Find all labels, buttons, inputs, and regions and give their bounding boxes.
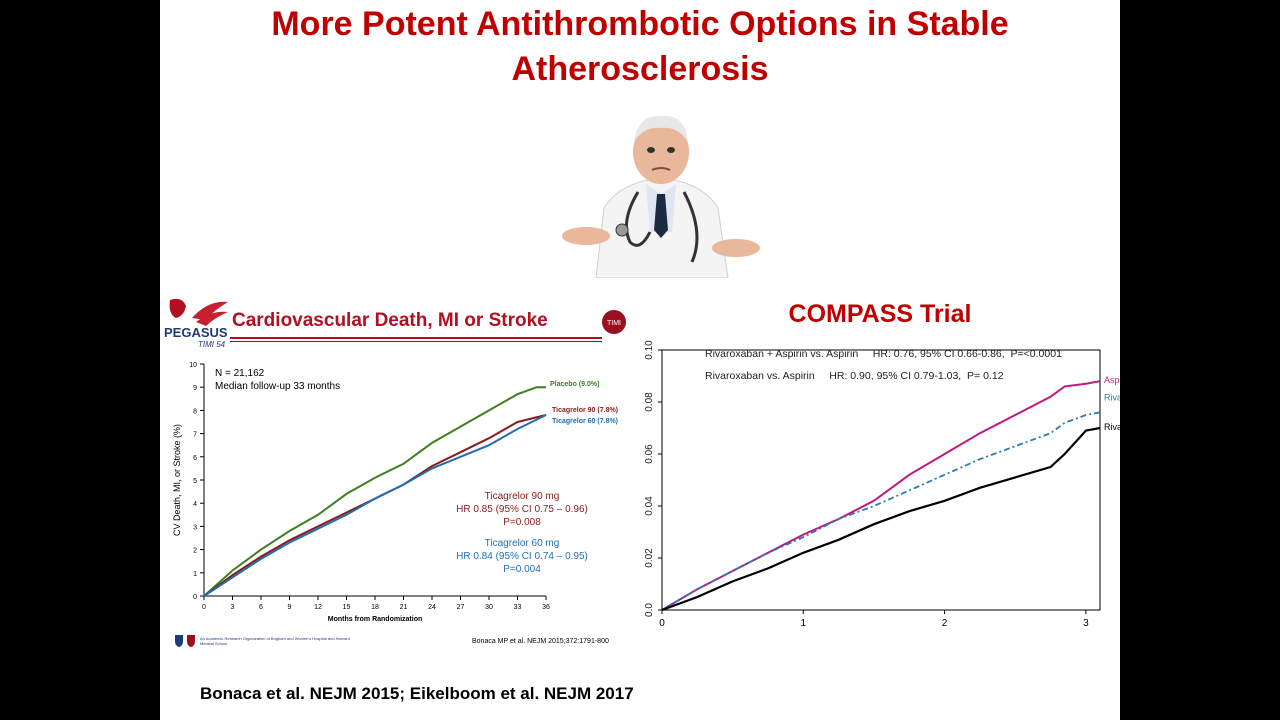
y-tick-label: 0	[193, 594, 197, 601]
y-tick-label: 7	[193, 432, 197, 439]
pegasus-stat-90-p: P=0.008	[503, 517, 541, 528]
slide: More Potent Antithrombotic Options in St…	[160, 0, 1120, 720]
compass-chart: 0 1 2 3 0.0 0.02 0.04 0.06 0.08 0.10 Cumulative Ha…	[640, 340, 1120, 629]
x-tick-label: 18	[371, 604, 379, 611]
series-label: Aspirin	[1104, 375, 1120, 385]
y-tick-label: 5	[193, 478, 197, 485]
x-tick-label: 24	[428, 604, 436, 611]
timi-badge-text: TIMI	[607, 320, 621, 327]
y-tick-label: 0.10	[644, 340, 655, 360]
series-label: Ticagrelor 90 (7.8%)	[552, 407, 618, 414]
y-tick-label: 3	[193, 524, 197, 531]
pegasus-horse-icon	[169, 298, 186, 318]
x-tick-label: 27	[457, 604, 465, 611]
compass-panel-title: COMPASS Trial	[788, 300, 972, 328]
pegasus-logo-sub: TIMI 54	[198, 340, 226, 349]
pegasus-panel-title: Cardiovascular Death, MI or Stroke	[232, 310, 548, 331]
series-label: Ticagrelor 60 (7.8%)	[552, 418, 618, 425]
x-tick-label: 6	[259, 604, 263, 611]
x-tick-label: 30	[485, 604, 493, 611]
x-tick-label: 2	[942, 618, 948, 629]
x-tick-label: 0	[202, 604, 206, 611]
pegasus-title-rule-red	[230, 337, 602, 339]
y-tick-label: 0.08	[644, 392, 655, 412]
pegasus-footnote-right: Bonaca MP et al. NEJM 2015;372:1791-800	[472, 638, 609, 645]
x-tick-label: 0	[659, 618, 665, 629]
series-label: Placebo (9.0%)	[550, 381, 599, 388]
slide-title: More Potent Antithrombotic Options in St…	[160, 2, 1120, 92]
slide-footer: Bonaca et al. NEJM 2015; Eikelboom et al…	[200, 684, 634, 703]
y-tick-label: 0.04	[644, 496, 655, 516]
series-label: Rivaroxaban + Aspirin	[1104, 422, 1120, 432]
pegasus-logo-text: PEGASUS	[164, 325, 228, 340]
series-line	[661, 411, 1101, 611]
pegasus-logo: PEGASUS TIMI 54	[164, 298, 228, 349]
y-tick-label: 1	[193, 571, 197, 578]
y-tick-label: 10	[189, 362, 197, 369]
pegasus-stat-60-hr: HR 0.84 (95% CI 0.74 – 0.95)	[456, 551, 588, 562]
x-tick-label: 15	[343, 604, 351, 611]
compass-stat-2: Rivaroxaban vs. Aspirin HR: 0.90, 95% CI…	[705, 370, 1004, 382]
pegasus-info-followup: Median follow-up 33 months	[215, 381, 341, 392]
x-tick-label: 36	[542, 604, 550, 611]
pegasus-stat-60-p: P=0.004	[503, 564, 541, 575]
pegasus-info: N = 21,162 Median follow-up 33 months	[215, 367, 340, 393]
y-tick-label: 9	[193, 385, 197, 392]
x-tick-label: 3	[231, 604, 235, 611]
x-tick-label: 33	[514, 604, 522, 611]
x-axis-label: Months from Randomization	[328, 616, 423, 623]
x-tick-label: 3	[1083, 618, 1089, 629]
compass-stat-1: Rivaroxaban + Aspirin vs. Aspirin HR: 0.…	[705, 348, 1062, 360]
plot-frame	[661, 349, 1101, 611]
y-tick-label: 0.02	[644, 548, 655, 568]
pegasus-stat-90-title: Ticagrelor 90 mg	[484, 491, 560, 502]
doctor-illustration	[562, 115, 760, 278]
series-label: Rivaroxaban	[1104, 392, 1120, 402]
y-tick-label: 6	[193, 455, 197, 462]
slide-title-line2: Atherosclerosis	[511, 50, 769, 88]
pegasus-footnote-left: An Academic Research Organization of Bri…	[200, 636, 350, 646]
y-tick-label: 8	[193, 408, 197, 415]
pegasus-stat-60: Ticagrelor 60 mg HR 0.84 (95% CI 0.74 – …	[422, 537, 622, 576]
x-tick-label: 1	[801, 618, 807, 629]
y-tick-label: 0.06	[644, 444, 655, 464]
y-tick-label: 0.0	[644, 603, 655, 617]
pegasus-stat-60-title: Ticagrelor 60 mg	[484, 538, 560, 549]
y-axis-label: Cumulative Hazard Rate	[640, 428, 641, 532]
timi-badge: TIMI	[602, 310, 626, 334]
series-line	[661, 380, 1101, 611]
x-tick-label: 21	[400, 604, 408, 611]
pegasus-title-rule-blue	[230, 341, 602, 342]
pegasus-stat-90-hr: HR 0.85 (95% CI 0.75 – 0.96)	[456, 504, 588, 515]
series-line	[203, 386, 546, 597]
slide-title-line1: More Potent Antithrombotic Options in St…	[271, 5, 1009, 43]
y-tick-label: 4	[193, 501, 197, 508]
pegasus-stat-90: Ticagrelor 90 mg HR 0.85 (95% CI 0.75 – …	[422, 490, 622, 529]
y-tick-label: 2	[193, 548, 197, 555]
x-tick-label: 9	[288, 604, 292, 611]
pegasus-info-n: N = 21,162	[215, 368, 265, 379]
harvard-shields-icon	[175, 635, 195, 647]
series-line	[203, 414, 547, 597]
x-tick-label: 12	[314, 604, 322, 611]
series-line	[661, 426, 1101, 612]
pegasus-chart: 0 3 6 9 12 15 18 21 24 27 30 33 36012345678910Months…	[172, 362, 618, 623]
y-axis-label: CV Death, MI, or Stroke (%)	[172, 424, 182, 536]
